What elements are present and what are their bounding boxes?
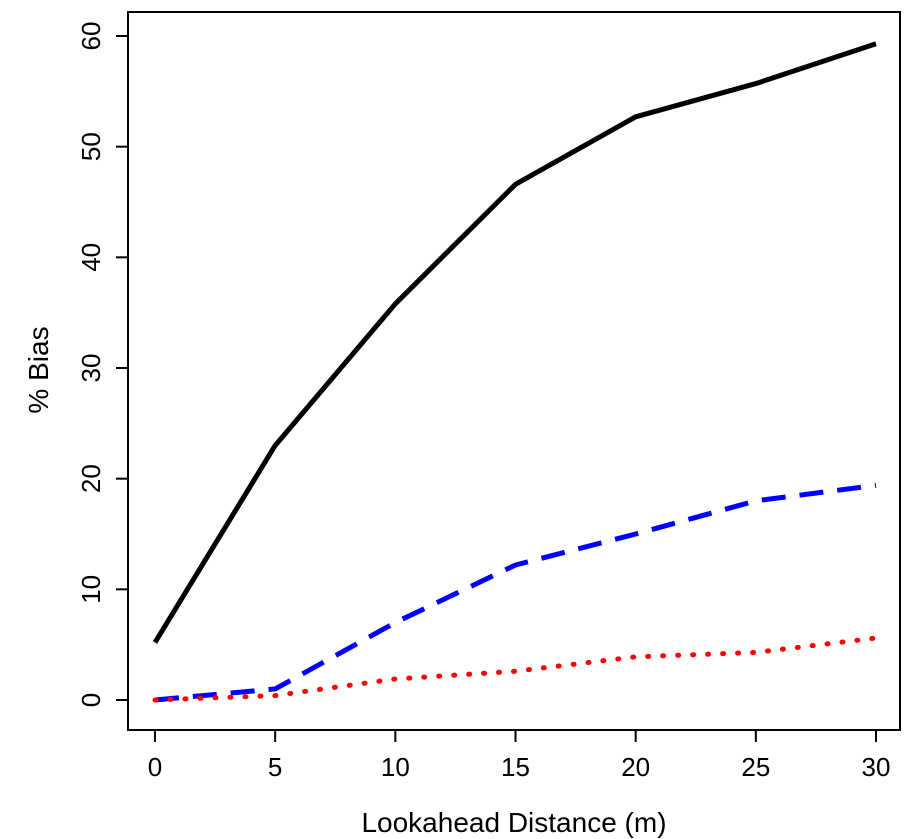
- y-tick-label: 0: [76, 693, 106, 707]
- y-tick-label: 50: [76, 132, 106, 161]
- x-tick-label: 0: [148, 752, 162, 782]
- y-tick-label: 30: [76, 354, 106, 383]
- plot-frame: [127, 11, 901, 731]
- x-tick-label: 25: [741, 752, 770, 782]
- x-tick-label: 20: [621, 752, 650, 782]
- x-axis-title: Lookahead Distance (m): [361, 807, 666, 838]
- y-tick-label: 60: [76, 22, 106, 51]
- series-line-3: [152, 635, 879, 703]
- y-axis: 0 10 20 30 40 50 60: [76, 22, 128, 707]
- series-line-1: [152, 41, 877, 644]
- series-group: [152, 41, 879, 703]
- x-axis: 0 5 10 15 20 25 30: [148, 730, 891, 782]
- x-tick-label: 30: [862, 752, 891, 782]
- x-tick-label: 10: [381, 752, 410, 782]
- y-tick-label: 10: [76, 575, 106, 604]
- x-tick-label: 15: [501, 752, 530, 782]
- y-tick-label: 40: [76, 243, 106, 272]
- x-tick-label: 5: [268, 752, 282, 782]
- y-axis-title: % Bias: [23, 326, 54, 413]
- y-tick-label: 20: [76, 464, 106, 493]
- series-line-2: [154, 482, 877, 703]
